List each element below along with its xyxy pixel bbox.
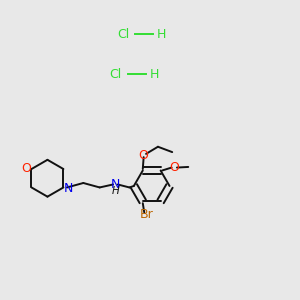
Text: O: O: [139, 149, 148, 162]
Text: H: H: [157, 28, 167, 40]
Text: O: O: [21, 162, 31, 175]
Text: N: N: [64, 182, 74, 194]
Text: Cl: Cl: [110, 68, 122, 81]
Text: O: O: [169, 161, 179, 174]
Text: H: H: [112, 186, 119, 196]
Text: Cl: Cl: [117, 28, 129, 40]
Text: Br: Br: [140, 208, 154, 221]
Text: N: N: [110, 178, 120, 191]
Text: H: H: [150, 68, 159, 81]
